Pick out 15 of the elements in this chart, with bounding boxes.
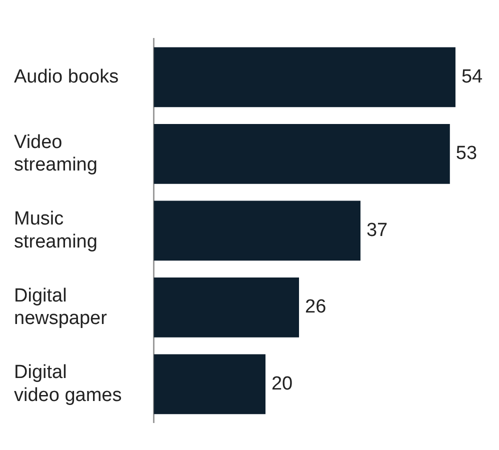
data-label: 26 (305, 296, 326, 318)
bar (154, 278, 300, 338)
bar (154, 354, 266, 414)
bar (154, 124, 450, 184)
data-label: 20 (271, 373, 293, 394)
y-tick-label: Audio books (14, 66, 119, 88)
y-tick-label: Digital newspaper (14, 285, 108, 330)
y-tick-label: Digital video games (14, 362, 122, 406)
bar (154, 200, 360, 261)
y-tick-label: Music streaming (14, 208, 98, 252)
y-tick-label: Video streaming (14, 132, 98, 176)
data-label: 37 (366, 220, 388, 241)
data-label: 54 (461, 66, 484, 88)
bar (154, 47, 456, 108)
data-label: 53 (456, 143, 478, 164)
